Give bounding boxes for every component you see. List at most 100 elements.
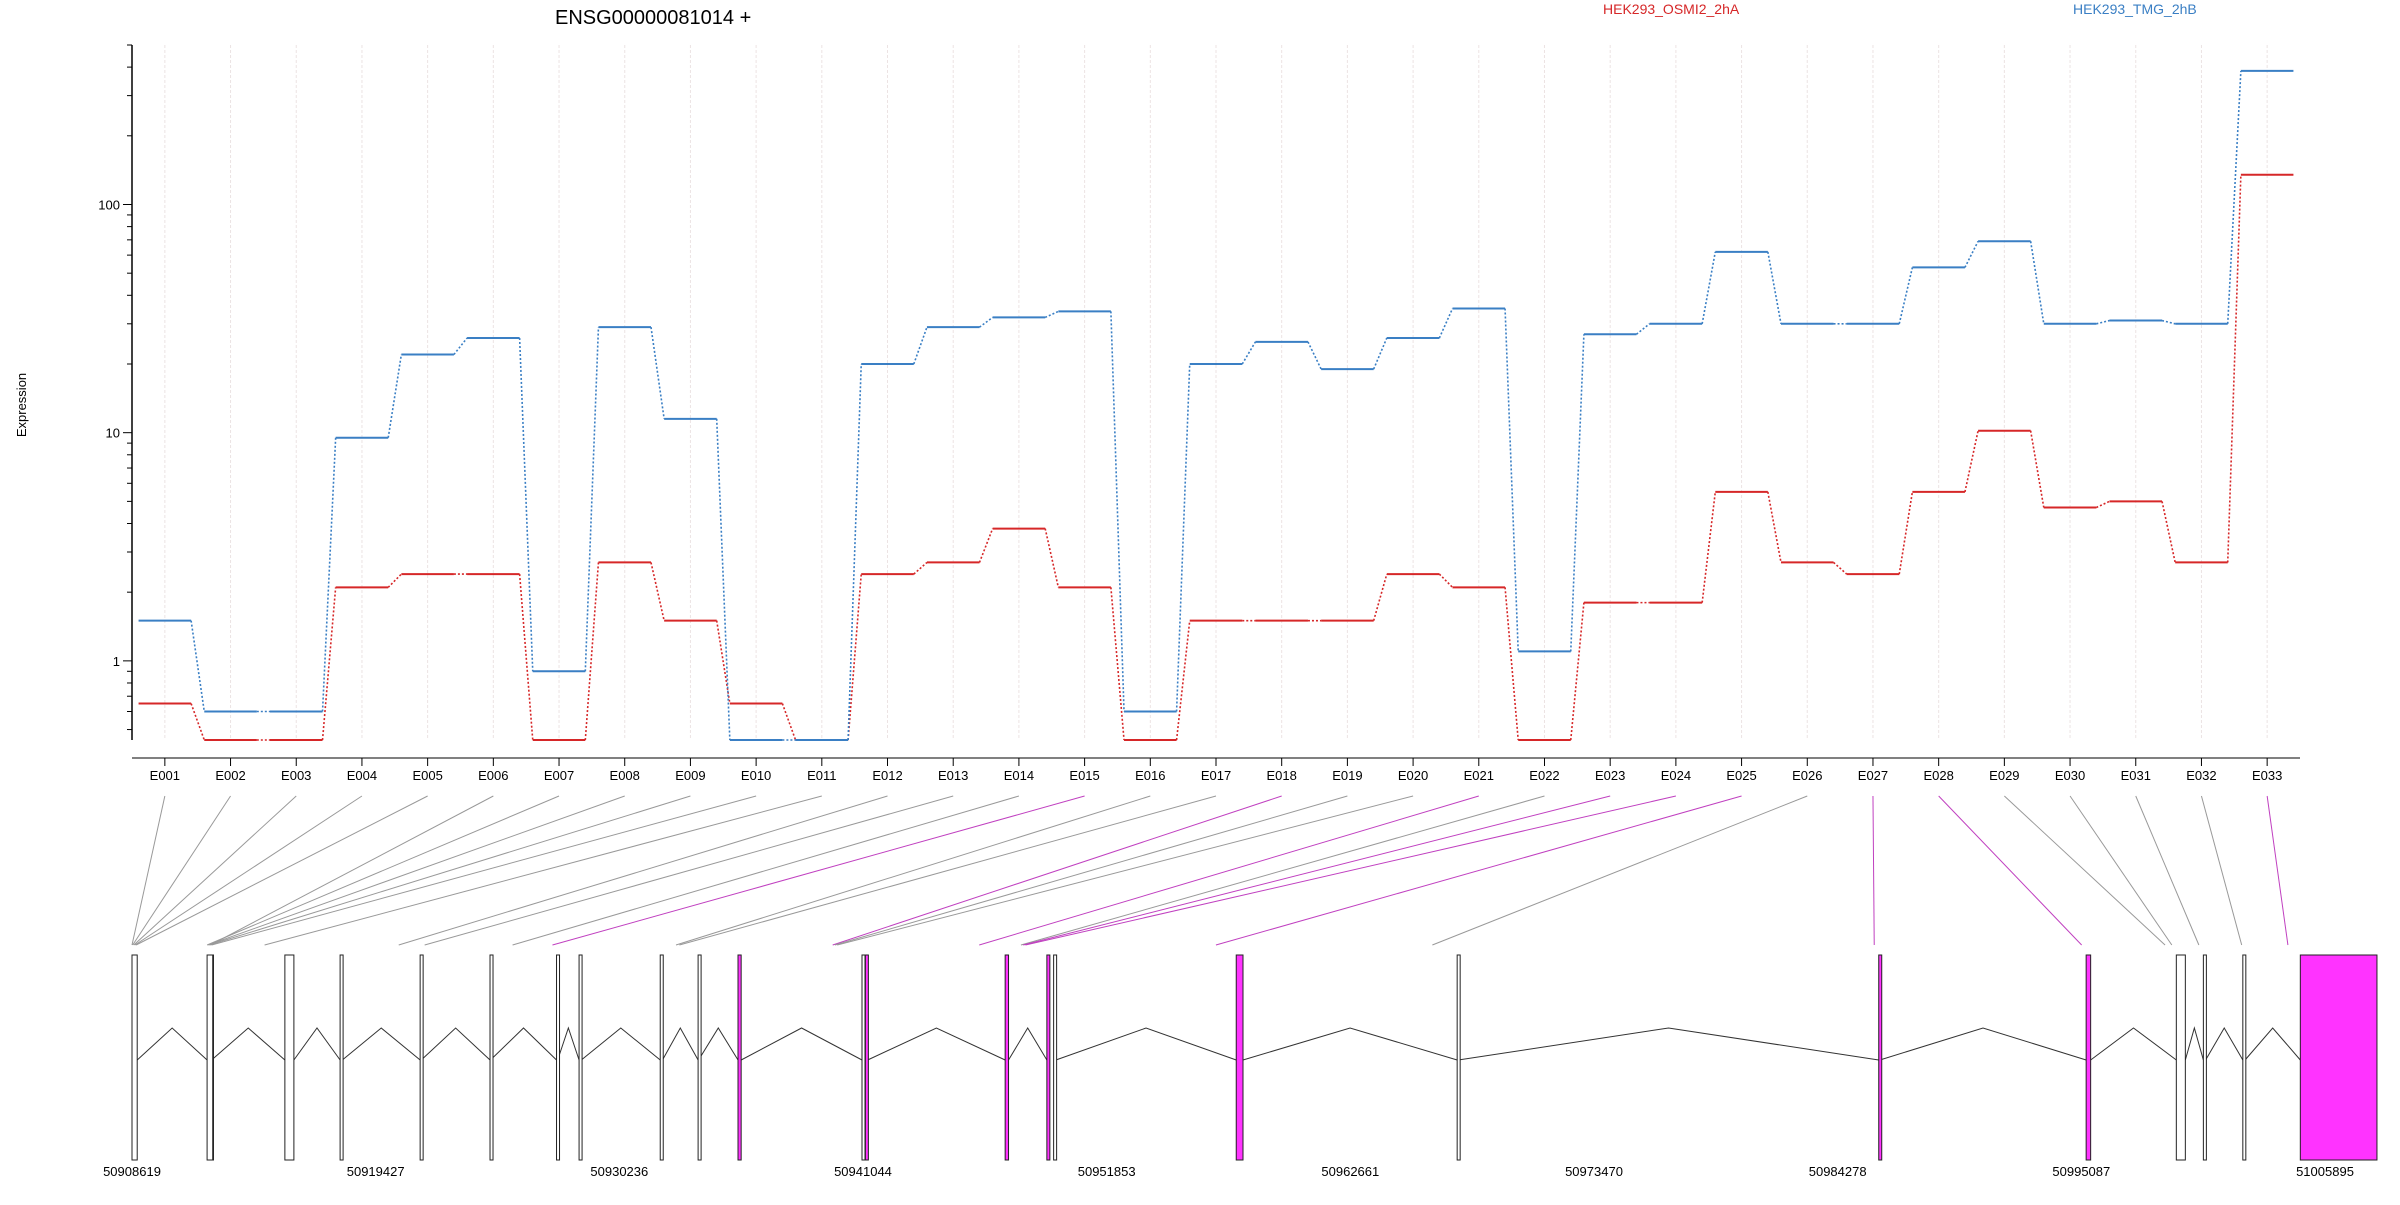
x-tick-label: E017 [1201, 768, 1231, 783]
exon-block [2085, 954, 2092, 1161]
x-tick-label: E026 [1792, 768, 1822, 783]
x-tick-label: E008 [610, 768, 640, 783]
x-tick-label: E028 [1923, 768, 1953, 783]
exon-connector [1025, 795, 1676, 946]
x-tick-label: E033 [2252, 768, 2282, 783]
series-connector [1898, 491, 1914, 575]
series-connector [1767, 251, 1782, 324]
x-tick-label: E010 [741, 768, 771, 783]
series-connector [1504, 587, 1520, 741]
exon-block [864, 954, 869, 1161]
exon-connector [837, 795, 1414, 946]
x-tick-label: E025 [1726, 768, 1756, 783]
legend-entry-osmi: HEK293_OSMI2_2hA [1603, 1, 1740, 17]
y-tick-label: 100 [98, 197, 120, 212]
exon-block [489, 954, 494, 1161]
series-connector [650, 562, 665, 621]
exon-block [556, 954, 561, 1161]
x-tick-label: E011 [807, 768, 836, 783]
intron [211, 1027, 286, 1061]
series-connector [650, 327, 665, 419]
exon-block [697, 954, 702, 1161]
exon-connector [2004, 795, 2166, 946]
series-connector [781, 703, 797, 741]
exon-connector [979, 795, 1479, 946]
series-connector [453, 337, 468, 356]
series-connector [387, 573, 402, 588]
series-connector [1438, 573, 1454, 588]
series-connector [913, 326, 928, 365]
coordinate-label: 50951853 [1078, 1164, 1136, 1179]
exon-connector [834, 795, 1348, 946]
x-tick-label: E014 [1004, 768, 1034, 783]
x-tick-label: E021 [1464, 768, 1494, 783]
series-connector [1372, 573, 1388, 621]
coordinate-label: 50984278 [1809, 1164, 1867, 1179]
series-connector [847, 574, 863, 741]
axis-layer: 1 10 100 E001 E002 E003 E004 E005 E006 E007 E008 E0… [98, 44, 2300, 783]
exon-connector [1215, 795, 1742, 946]
exon-block [1456, 954, 1461, 1161]
coordinate-label: 50995087 [2052, 1164, 2110, 1179]
exon-block [737, 954, 742, 1161]
series-connector [2029, 430, 2045, 508]
intron [2205, 1027, 2244, 1061]
exon-block [2202, 954, 2207, 1161]
exon-connector [1872, 795, 1875, 946]
series-layer [138, 69, 2294, 741]
y-tick-label: 10 [106, 426, 120, 441]
exon-connector [552, 795, 1085, 946]
exon-connector [2200, 795, 2243, 946]
x-tick-label: E003 [281, 768, 311, 783]
exon-connector [512, 795, 1020, 946]
intron [2244, 1027, 2301, 1061]
series-connector [1964, 240, 1979, 268]
exon-connector [424, 795, 954, 946]
exon-connector [1938, 795, 2082, 946]
x-tick-label: E004 [347, 768, 377, 783]
exon-connector [2135, 795, 2200, 946]
exon-block [1046, 954, 1051, 1161]
series-connector [190, 703, 206, 741]
series-connector [1833, 561, 1848, 575]
x-tick-label: E006 [478, 768, 508, 783]
exon-block [206, 954, 214, 1161]
series-connector [387, 354, 403, 438]
series-connector [518, 337, 534, 672]
exon-connector [264, 795, 822, 946]
intron [1879, 1027, 2087, 1061]
series-connector [1767, 491, 1782, 563]
exon-connector [1020, 795, 1545, 946]
x-tick-label: E024 [1661, 768, 1691, 783]
intron [293, 1027, 341, 1061]
grid-layer [164, 45, 2268, 740]
intron [581, 1027, 661, 1061]
exon-connector [210, 795, 494, 946]
x-tick-label: E005 [412, 768, 442, 783]
exon-block [419, 954, 424, 1161]
intron [1242, 1027, 1458, 1061]
coordinate-label: 50941044 [834, 1164, 892, 1179]
series-connector [321, 587, 337, 741]
series-connector [1569, 602, 1585, 741]
exon-connector [679, 795, 1217, 946]
exon-block [1878, 954, 1883, 1161]
intron [420, 1027, 491, 1061]
exon-block [1053, 954, 1058, 1161]
x-tick-label: E002 [215, 768, 245, 783]
series-tmg [138, 69, 2294, 741]
series-connector [1964, 430, 1979, 493]
intron [740, 1027, 863, 1061]
x-tick-label: E023 [1595, 768, 1625, 783]
intron [698, 1027, 739, 1061]
series-connector [715, 620, 731, 704]
exon-connector [1432, 795, 1808, 946]
series-connector [1044, 528, 1060, 588]
series-connector [518, 574, 534, 741]
exon-block [131, 954, 138, 1161]
series-connector [1175, 620, 1191, 741]
intron [2090, 1027, 2177, 1061]
chart-title: ENSG00000081014 + [555, 7, 751, 29]
